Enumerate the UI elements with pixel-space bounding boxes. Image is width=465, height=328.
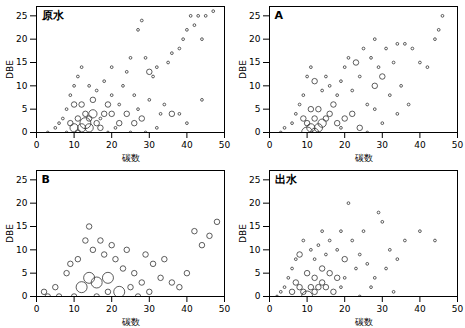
svg-text:50: 50 [452, 304, 464, 314]
svg-text:碳数: 碳数 [121, 317, 140, 327]
svg-text:15: 15 [249, 221, 260, 231]
svg-text:50: 50 [452, 140, 464, 150]
svg-text:10: 10 [249, 81, 261, 91]
svg-text:碳数: 碳数 [354, 317, 373, 327]
svg-text:DBE: DBE [5, 224, 15, 243]
svg-text:25: 25 [16, 11, 27, 21]
svg-text:50: 50 [219, 140, 231, 150]
svg-text:10: 10 [68, 140, 80, 150]
svg-text:25: 25 [16, 175, 27, 185]
svg-text:40: 40 [414, 140, 426, 150]
svg-text:10: 10 [301, 304, 313, 314]
svg-text:原水: 原水 [41, 9, 65, 22]
svg-text:B: B [42, 173, 50, 186]
svg-text:20: 20 [106, 304, 118, 314]
svg-text:DBE: DBE [238, 60, 248, 79]
svg-text:DBE: DBE [238, 224, 248, 243]
svg-text:碳数: 碳数 [354, 153, 373, 163]
svg-text:10: 10 [249, 245, 261, 255]
svg-text:15: 15 [249, 57, 260, 67]
svg-text:5: 5 [255, 268, 261, 278]
svg-text:0: 0 [267, 140, 273, 150]
svg-text:20: 20 [249, 34, 261, 44]
svg-text:20: 20 [16, 34, 28, 44]
svg-text:0: 0 [22, 291, 28, 301]
svg-text:30: 30 [144, 304, 156, 314]
svg-text:碳数: 碳数 [121, 153, 140, 163]
svg-text:25: 25 [249, 11, 260, 21]
svg-text:5: 5 [22, 104, 28, 114]
svg-text:30: 30 [377, 304, 389, 314]
svg-text:15: 15 [16, 221, 27, 231]
svg-text:50: 50 [219, 304, 231, 314]
svg-text:25: 25 [249, 175, 260, 185]
svg-text:0: 0 [267, 304, 273, 314]
svg-text:15: 15 [16, 57, 27, 67]
svg-text:0: 0 [34, 304, 40, 314]
svg-text:10: 10 [301, 140, 313, 150]
svg-text:0: 0 [255, 127, 261, 137]
svg-text:40: 40 [181, 304, 193, 314]
svg-text:40: 40 [414, 304, 426, 314]
svg-text:20: 20 [339, 140, 351, 150]
svg-text:20: 20 [249, 198, 261, 208]
svg-text:0: 0 [34, 140, 40, 150]
svg-text:10: 10 [68, 304, 80, 314]
svg-text:10: 10 [16, 81, 28, 91]
svg-text:30: 30 [377, 140, 389, 150]
svg-text:5: 5 [255, 104, 261, 114]
svg-text:10: 10 [16, 245, 28, 255]
svg-text:20: 20 [16, 198, 28, 208]
svg-text:20: 20 [106, 140, 118, 150]
svg-text:0: 0 [255, 291, 261, 301]
svg-text:A: A [275, 9, 284, 22]
svg-text:出水: 出水 [275, 173, 298, 186]
svg-text:20: 20 [339, 304, 351, 314]
svg-text:40: 40 [181, 140, 193, 150]
svg-text:0: 0 [22, 127, 28, 137]
svg-text:DBE: DBE [5, 60, 15, 79]
svg-text:30: 30 [144, 140, 156, 150]
svg-text:5: 5 [22, 268, 28, 278]
